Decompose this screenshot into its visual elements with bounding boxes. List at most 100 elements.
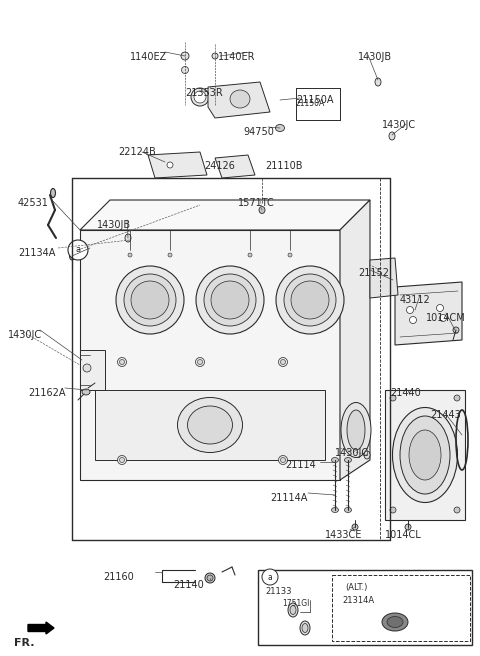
Ellipse shape — [194, 91, 206, 103]
Text: 42531: 42531 — [18, 198, 49, 208]
Text: 21160: 21160 — [103, 572, 134, 582]
Ellipse shape — [284, 274, 336, 326]
Bar — [332, 575, 470, 641]
Ellipse shape — [387, 617, 403, 628]
Ellipse shape — [390, 395, 396, 401]
Ellipse shape — [191, 88, 209, 106]
Ellipse shape — [332, 457, 338, 462]
Text: 1430JC: 1430JC — [8, 330, 42, 340]
Ellipse shape — [454, 395, 460, 401]
Ellipse shape — [188, 406, 232, 444]
Text: 1014CL: 1014CL — [385, 530, 422, 540]
Text: 22124B: 22124B — [118, 147, 156, 157]
Ellipse shape — [364, 451, 370, 459]
Ellipse shape — [207, 575, 213, 581]
Ellipse shape — [436, 304, 444, 312]
Ellipse shape — [82, 389, 90, 395]
Ellipse shape — [440, 314, 446, 321]
Text: 1751GI: 1751GI — [282, 599, 310, 608]
Ellipse shape — [196, 266, 264, 334]
Ellipse shape — [120, 457, 124, 462]
Text: 21150A: 21150A — [296, 95, 334, 105]
Text: 24126: 24126 — [204, 161, 235, 171]
Text: 21314A: 21314A — [342, 596, 374, 605]
Text: 21140: 21140 — [173, 580, 204, 590]
Polygon shape — [215, 155, 255, 178]
Text: 1430JC: 1430JC — [335, 448, 369, 458]
Ellipse shape — [407, 306, 413, 314]
Polygon shape — [340, 200, 370, 480]
Ellipse shape — [341, 403, 371, 457]
Bar — [385, 390, 465, 520]
Text: 21114: 21114 — [285, 460, 316, 470]
Ellipse shape — [181, 52, 189, 60]
Ellipse shape — [259, 207, 265, 213]
Ellipse shape — [345, 508, 351, 512]
Text: 21440: 21440 — [390, 388, 421, 398]
Ellipse shape — [205, 573, 215, 583]
Ellipse shape — [347, 410, 365, 450]
Circle shape — [68, 240, 88, 260]
Ellipse shape — [288, 603, 298, 617]
Circle shape — [262, 569, 278, 585]
Text: 1430JB: 1430JB — [97, 220, 131, 230]
Text: 94750: 94750 — [243, 127, 274, 137]
Text: 21152: 21152 — [358, 268, 389, 278]
Ellipse shape — [128, 253, 132, 257]
Ellipse shape — [332, 508, 338, 512]
Ellipse shape — [302, 623, 308, 632]
Ellipse shape — [120, 359, 124, 365]
Ellipse shape — [278, 455, 288, 464]
Text: 21134A: 21134A — [18, 248, 55, 258]
Text: 1571TC: 1571TC — [238, 198, 275, 208]
Ellipse shape — [280, 359, 286, 365]
Polygon shape — [148, 152, 207, 178]
Ellipse shape — [125, 234, 131, 242]
Ellipse shape — [352, 524, 358, 530]
Text: 21443: 21443 — [430, 410, 461, 420]
Polygon shape — [395, 282, 462, 345]
Text: 1140EZ: 1140EZ — [130, 52, 167, 62]
Text: a: a — [268, 573, 272, 581]
Bar — [80, 350, 105, 390]
Text: 21162A: 21162A — [28, 388, 65, 398]
Ellipse shape — [382, 613, 408, 631]
Ellipse shape — [83, 364, 91, 372]
Ellipse shape — [300, 621, 310, 635]
Ellipse shape — [195, 358, 204, 367]
Text: 21110B: 21110B — [265, 161, 302, 171]
Ellipse shape — [118, 358, 127, 367]
Polygon shape — [208, 82, 270, 118]
Polygon shape — [370, 258, 398, 298]
Ellipse shape — [204, 274, 256, 326]
Text: (ALT.): (ALT.) — [345, 583, 367, 592]
Ellipse shape — [409, 430, 441, 480]
Ellipse shape — [230, 90, 250, 108]
Ellipse shape — [280, 457, 286, 462]
Text: 21114A: 21114A — [270, 493, 307, 503]
Text: a: a — [75, 245, 81, 255]
Ellipse shape — [131, 281, 169, 319]
Ellipse shape — [116, 266, 184, 334]
Text: FR.: FR. — [14, 638, 35, 648]
Ellipse shape — [393, 407, 457, 502]
Ellipse shape — [248, 253, 252, 257]
Ellipse shape — [124, 274, 176, 326]
Text: 21133: 21133 — [265, 587, 291, 596]
Ellipse shape — [118, 455, 127, 464]
Text: 1140ER: 1140ER — [218, 52, 255, 62]
Ellipse shape — [211, 281, 249, 319]
Text: 1430JB: 1430JB — [358, 52, 392, 62]
Ellipse shape — [291, 281, 329, 319]
Polygon shape — [80, 230, 340, 480]
Ellipse shape — [50, 188, 56, 197]
Text: 21150A: 21150A — [295, 100, 324, 108]
Ellipse shape — [181, 66, 189, 73]
Ellipse shape — [212, 53, 218, 59]
Ellipse shape — [409, 316, 417, 323]
Ellipse shape — [70, 252, 74, 260]
Ellipse shape — [167, 162, 173, 168]
Ellipse shape — [389, 132, 395, 140]
Ellipse shape — [390, 507, 396, 513]
Polygon shape — [80, 200, 370, 230]
